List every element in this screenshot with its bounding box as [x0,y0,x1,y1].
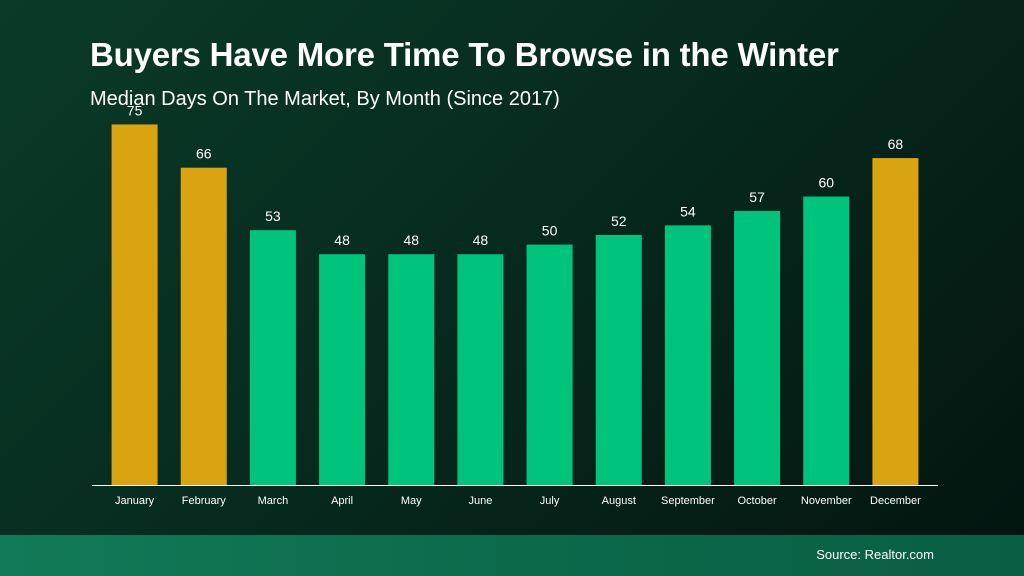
tick-label-march: March [258,495,289,507]
data-label-august: 52 [611,213,627,229]
bar-july [526,244,573,485]
chart-subtitle: Median Days On The Market, By Month (Sin… [90,88,560,110]
footer-bar: Source: Realtor.com [0,535,1024,576]
bar-february [180,167,227,485]
bar-march [249,230,296,485]
bar-june [457,254,504,485]
data-label-april: 48 [334,232,350,248]
tick-label-september: September [661,495,715,507]
source-label: Source: Realtor.com [816,547,934,562]
tick-label-december: December [870,495,921,507]
data-label-january: 75 [127,102,143,118]
data-label-february: 66 [196,146,212,162]
data-label-december: 68 [888,136,904,152]
bar-april [319,254,366,485]
tick-label-october: October [738,495,777,507]
data-label-september: 54 [680,203,696,219]
bar-january [111,124,158,485]
bar-november [803,196,850,486]
tick-label-july: July [540,495,560,507]
tick-label-january: January [115,495,155,507]
bar-december [872,158,919,486]
chart-title: Buyers Have More Time To Browse in the W… [90,36,839,73]
data-label-may: 48 [403,232,419,248]
tick-label-may: May [401,495,422,507]
tick-label-june: June [468,495,492,507]
data-label-march: 53 [265,208,281,224]
data-label-october: 57 [749,189,765,205]
data-label-july: 50 [542,223,558,239]
tick-label-november: November [801,495,852,507]
bar-september [664,225,711,485]
tick-label-august: August [602,495,636,507]
bar-chart: 75 January 66 February 53 March 48 April 48 May 48… [111,102,921,507]
data-label-november: 60 [818,175,834,191]
bar-october [734,210,781,485]
bar-august [595,235,642,485]
tick-label-april: April [331,495,353,507]
data-label-june: 48 [473,232,489,248]
tick-label-february: February [182,495,227,507]
bar-may [388,254,435,485]
